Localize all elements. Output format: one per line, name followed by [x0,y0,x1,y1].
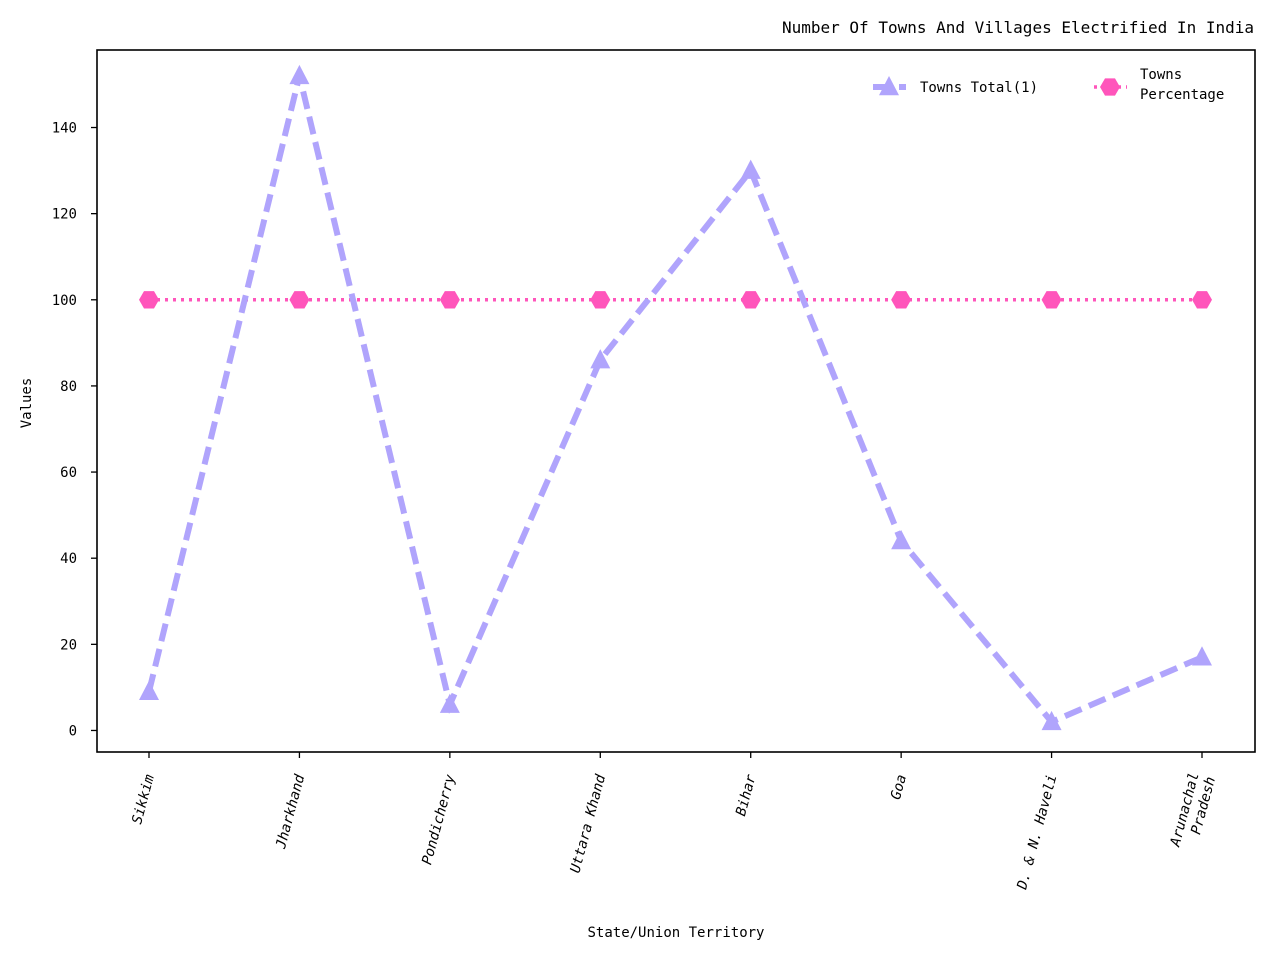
data-point [439,291,460,309]
y-tick-label: 40 [60,551,77,567]
y-tick-label: 0 [69,723,77,739]
legend-label: Towns Percentage [1140,67,1224,103]
y-tick-label: 120 [52,207,77,223]
legend: Towns Total(1) Towns Percentage [873,67,1224,103]
legend-marker [879,76,899,96]
data-point [139,680,159,700]
y-tick-label: 60 [60,465,77,481]
data-point [289,64,310,85]
series-1 [139,291,1212,309]
svg-text:Goa: Goa [888,773,910,802]
x-tick-label: Bihar [733,772,760,817]
svg-text:Pondicherry: Pondicherry [419,772,459,866]
x-tick-label: D. & N. Haveli [1014,773,1060,892]
svg-text:D. & N. Haveli: D. & N. Haveli [1014,773,1060,892]
x-tick-label: ArunachalPradesh [1167,771,1219,854]
svg-text:Jharkhand: Jharkhand [273,772,308,851]
y-tick-label: 100 [52,293,77,309]
data-point [139,291,159,309]
y-tick-label: 140 [52,121,77,137]
series-0 [139,64,1212,731]
x-axis-label: State/Union Territory [587,925,764,941]
series-line [146,75,1204,726]
series-layer [139,64,1212,731]
svg-text:Uttara Khand: Uttara Khand [568,772,610,874]
data-point [590,291,611,309]
x-tick-label: Uttara Khand [568,772,610,874]
data-point [740,159,761,179]
data-point [590,349,611,369]
y-axis-label: Values [19,378,35,429]
legend-entry-0: Towns Total(1) [873,76,1038,96]
data-point [740,291,761,309]
x-axis: Sikkim Jharkhand Pondicherry Uttara Khand Bi… [129,752,1219,892]
plot-frame [96,49,1256,753]
data-point [1041,291,1062,309]
svg-text:Sikkim: Sikkim [129,772,158,826]
y-tick-label: 80 [60,379,77,395]
data-point [1192,291,1212,309]
data-point [891,529,912,550]
legend-marker [1100,78,1120,96]
data-point [439,693,460,713]
y-tick-label: 20 [60,637,77,653]
data-point [1041,710,1062,731]
x-tick-label: Goa [888,773,910,802]
data-point [1192,646,1212,666]
y-axis: 0 20 40 60 80 100 120 140 [52,121,97,739]
x-tick-label: Sikkim [129,772,158,826]
chart-title: Number Of Towns And Villages Electrified… [782,18,1254,37]
legend-entry-1: Towns Percentage [1094,67,1224,103]
x-tick-label: Pondicherry [419,772,459,866]
svg-text:ArunachalPradesh: ArunachalPradesh [1167,771,1219,854]
data-point [891,291,912,309]
svg-text:Bihar: Bihar [733,772,760,817]
legend-label: Towns Total(1) [920,80,1038,96]
data-point [289,291,310,309]
x-tick-label: Jharkhand [273,772,308,851]
